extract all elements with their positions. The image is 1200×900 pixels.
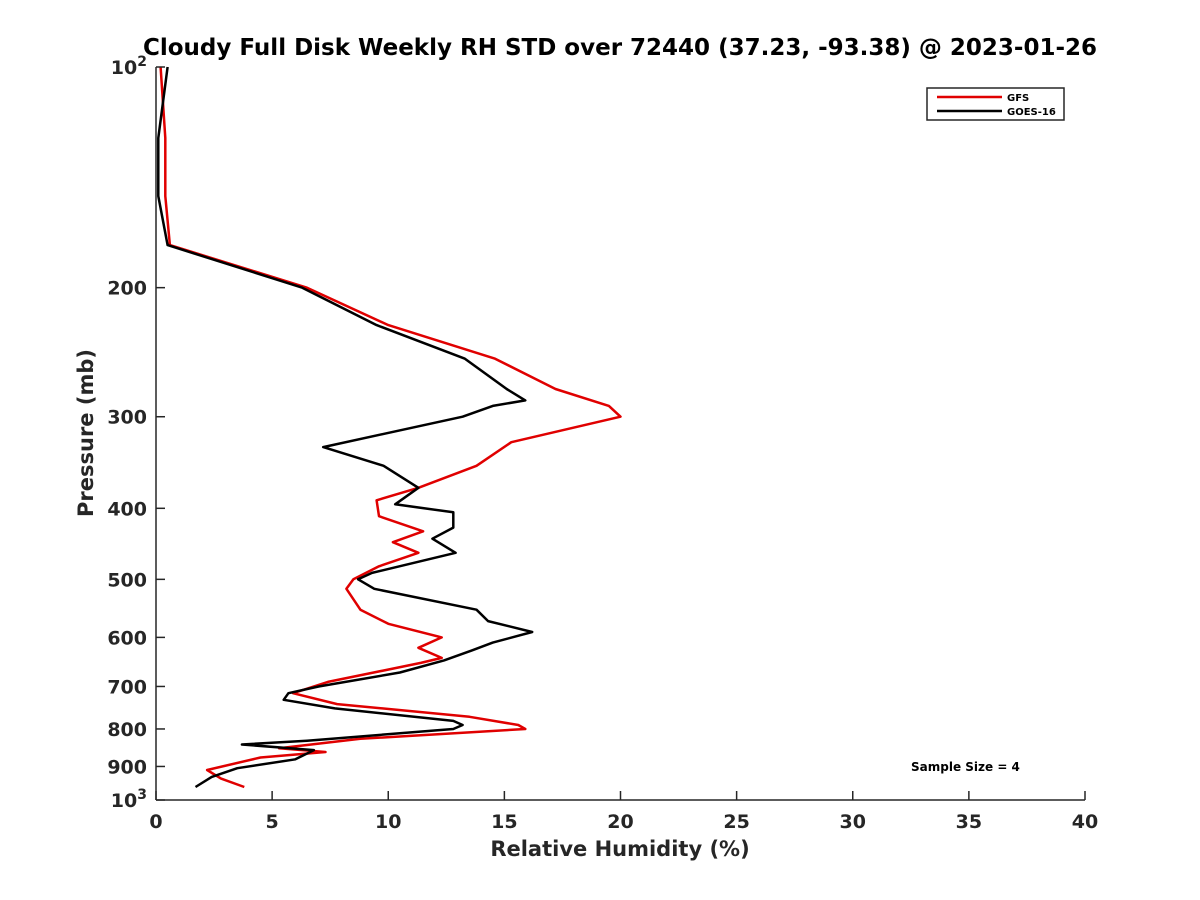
y-tick-label: 103 [111,787,147,812]
x-tick-label: 30 [840,811,866,833]
y-tick-label: 300 [107,407,147,429]
y-tick-label: 700 [107,676,147,698]
x-tick-label: 10 [375,811,401,833]
x-tick-label: 40 [1072,811,1098,833]
legend-box [926,87,1065,121]
x-tick-label: 0 [149,811,162,833]
series-line-goes-16 [157,66,534,789]
y-axis-label: Pressure (mb) [74,349,98,517]
legend: GFS GOES-16 [926,87,1065,121]
y-tick-label: 500 [107,569,147,591]
sample-size-annotation: Sample Size = 4 [911,760,1020,774]
y-tick-label: 800 [107,719,147,741]
y-tick-label: 900 [107,756,147,778]
axes: 0 5 10 15 20 25 30 35 40 102 200 300 400 500 600 700 800… [107,54,1098,833]
legend-label-gfs: GFS [1007,93,1029,104]
x-tick-label: 35 [956,811,982,833]
y-tick-label: 600 [107,627,147,649]
series-line-gfs [159,66,622,789]
plot-area [157,66,622,789]
legend-label-goes-16: GOES-16 [1007,107,1056,118]
y-tick-label: 400 [107,498,147,520]
x-tick-label: 20 [607,811,633,833]
chart-title: Cloudy Full Disk Weekly RH STD over 7244… [143,35,1097,61]
x-axis-label: Relative Humidity (%) [490,837,749,861]
x-tick-label: 5 [266,811,279,833]
y-tick-label: 102 [111,54,147,79]
x-tick-label: 25 [723,811,749,833]
x-tick-label: 15 [491,811,517,833]
y-tick-label: 200 [107,278,147,300]
